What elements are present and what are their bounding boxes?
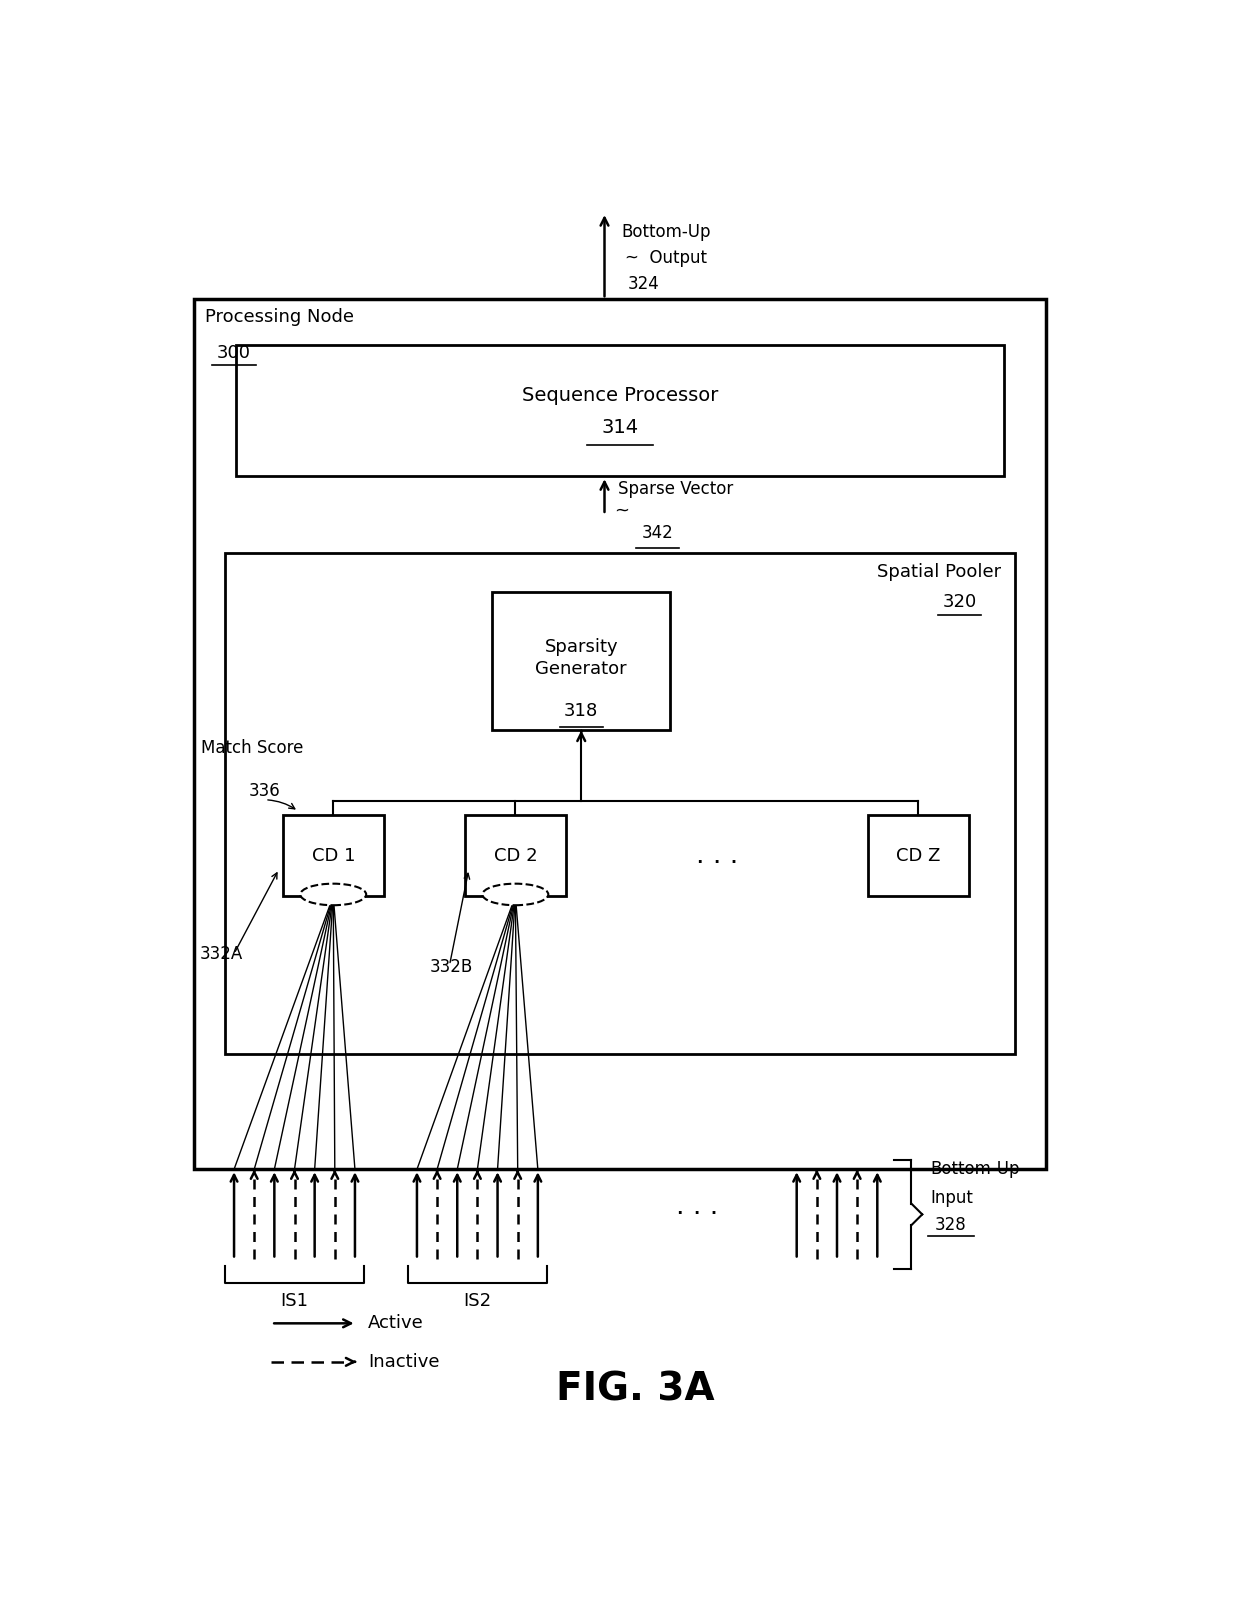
- Text: Sparsity: Sparsity: [544, 639, 618, 657]
- Text: FIG. 3A: FIG. 3A: [557, 1370, 714, 1409]
- Text: . . .: . . .: [676, 1193, 719, 1219]
- Text: 328: 328: [935, 1216, 967, 1234]
- Text: CD 1: CD 1: [311, 846, 355, 864]
- Text: Match Score: Match Score: [201, 739, 303, 757]
- Text: 332B: 332B: [430, 958, 474, 976]
- Bar: [465, 815, 565, 896]
- Text: 300: 300: [217, 344, 250, 361]
- Bar: [237, 345, 1003, 477]
- Text: ~  Output: ~ Output: [625, 250, 708, 267]
- Text: Generator: Generator: [536, 660, 627, 678]
- Bar: [224, 553, 1016, 1054]
- Text: . . .: . . .: [696, 843, 738, 869]
- Text: 320: 320: [942, 593, 977, 611]
- Text: CD Z: CD Z: [897, 846, 941, 864]
- Bar: [283, 815, 383, 896]
- Text: 324: 324: [627, 276, 660, 293]
- Text: Bottom-Up: Bottom-Up: [930, 1161, 1019, 1178]
- Text: Sparse Vector: Sparse Vector: [619, 480, 734, 498]
- Ellipse shape: [482, 883, 548, 905]
- Text: 314: 314: [601, 418, 639, 438]
- Text: Spatial Pooler: Spatial Pooler: [877, 562, 1002, 580]
- Text: Bottom-Up: Bottom-Up: [621, 224, 711, 242]
- Bar: [868, 815, 968, 896]
- Text: ~: ~: [615, 503, 630, 520]
- Bar: [193, 300, 1047, 1169]
- Text: CD 2: CD 2: [494, 846, 537, 864]
- Text: IS2: IS2: [464, 1292, 491, 1310]
- Text: 342: 342: [641, 524, 673, 541]
- Text: Processing Node: Processing Node: [206, 308, 355, 326]
- Text: 332A: 332A: [200, 945, 243, 963]
- Bar: [492, 592, 671, 731]
- Text: Active: Active: [368, 1315, 424, 1332]
- Text: Sequence Processor: Sequence Processor: [522, 386, 718, 405]
- Ellipse shape: [300, 883, 366, 905]
- Text: 336: 336: [249, 781, 281, 801]
- Text: Input: Input: [930, 1190, 973, 1208]
- Text: 318: 318: [564, 702, 599, 720]
- Text: IS1: IS1: [280, 1292, 309, 1310]
- Text: Inactive: Inactive: [368, 1354, 440, 1371]
